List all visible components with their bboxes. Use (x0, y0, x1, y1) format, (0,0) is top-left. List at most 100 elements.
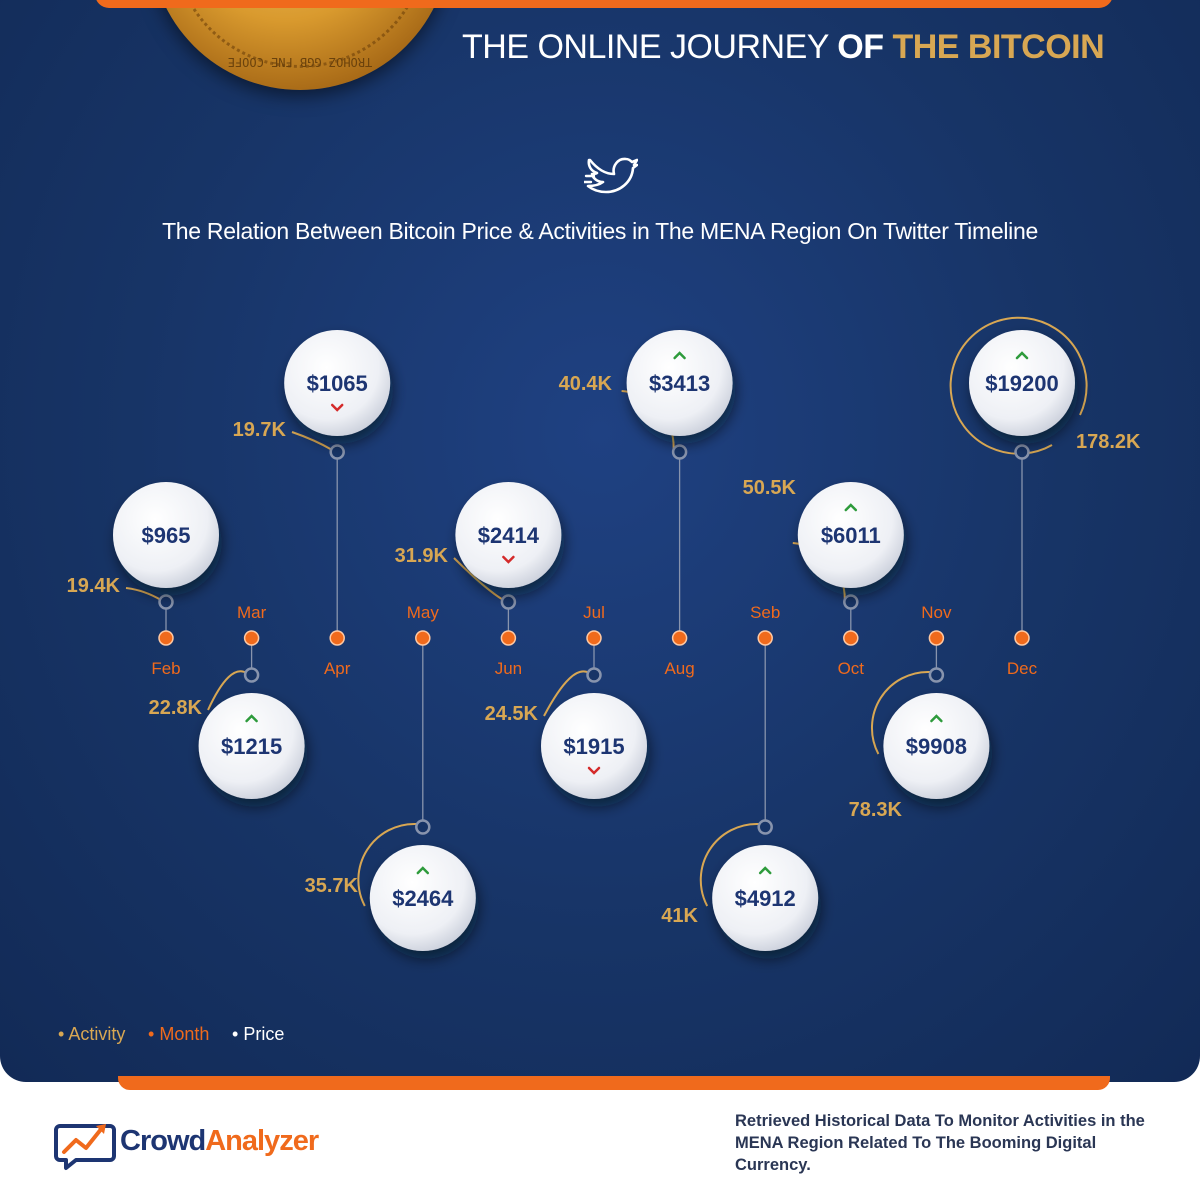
price-bubble (541, 693, 647, 799)
month-label: Aug (664, 659, 694, 678)
legend-price-label: Price (243, 1024, 285, 1044)
month-dot (1014, 630, 1030, 646)
activity-label: 31.9K (395, 545, 449, 567)
footer-description: Retrieved Historical Data To Monitor Act… (735, 1112, 1145, 1174)
title-part-2: OF (837, 28, 893, 66)
legend-price: • Price (232, 1024, 284, 1045)
month-label: Jun (495, 659, 522, 678)
legend-activity-dot: • (58, 1024, 65, 1044)
activity-arc (871, 670, 931, 755)
price-connector-dot (843, 594, 859, 610)
price-bubble (883, 693, 990, 799)
price-bubble (369, 845, 476, 951)
month-dot (928, 630, 945, 646)
crowd-analyzer-logo-icon (54, 1124, 116, 1170)
price-label: $2414 (478, 523, 540, 548)
activity-tick (291, 431, 333, 451)
price-connector-dot (671, 444, 688, 460)
activity-tick (125, 587, 162, 601)
month-dot (671, 630, 688, 646)
price-bubble (113, 482, 219, 588)
legend-activity-label: Activity (68, 1024, 126, 1044)
month-label: Nov (921, 603, 952, 622)
price-connector-dot (1014, 444, 1030, 460)
activity-label: 78.3K (849, 799, 903, 821)
chart-subtitle: The Relation Between Bitcoin Price & Act… (162, 218, 1038, 244)
price-label: $1065 (307, 371, 368, 396)
month-label: Apr (324, 659, 351, 678)
legend-month-dot: • (148, 1024, 155, 1044)
activity-arc (357, 822, 417, 907)
activity-label: 19.4K (67, 575, 121, 597)
logo-text-part-2: Analyzer (205, 1125, 319, 1157)
trend-down-icon (587, 766, 601, 775)
activity-label: 35.7K (305, 875, 359, 897)
price-connector-dot (415, 819, 431, 835)
trend-up-icon (245, 714, 258, 723)
month-label: Feb (151, 659, 180, 678)
activity-label: 50.5K (743, 477, 797, 499)
activity-label: 178.2K (1076, 431, 1141, 453)
month-dot (757, 630, 773, 646)
activity-label: 40.4K (559, 373, 613, 395)
trend-down-icon (502, 555, 515, 564)
activity-tick (453, 557, 504, 601)
legend-activity: • Activity (58, 1024, 125, 1045)
price-connector-dot (243, 667, 260, 683)
price-label: $4912 (735, 886, 796, 911)
top-accent-bar (95, 0, 1113, 8)
price-connector-dot (329, 444, 345, 460)
trend-up-icon (844, 503, 858, 512)
activity-ring (949, 316, 1088, 455)
price-bubble (969, 330, 1075, 436)
logo-text-part-1: Crowd (120, 1125, 206, 1157)
price-bubble (712, 845, 819, 951)
crowd-analyzer-logo-text: CrowdAnalyzer (120, 1125, 319, 1158)
title-part-3: THE BITCOIN (892, 28, 1105, 66)
month-label: Jul (583, 603, 605, 622)
activity-tick (207, 670, 248, 711)
price-connector-dot (500, 594, 517, 610)
price-label: $19200 (985, 371, 1058, 396)
month-dot (500, 630, 517, 646)
price-label: $965 (142, 523, 191, 548)
month-label: Dec (1007, 659, 1038, 678)
price-label: $6011 (821, 523, 881, 548)
month-label: May (407, 603, 440, 622)
price-connector-dot (586, 667, 602, 683)
price-label: $9908 (906, 734, 967, 759)
twitter-bird-icon (584, 157, 638, 194)
price-connector-dot (158, 594, 174, 610)
price-bubble (797, 482, 904, 588)
activity-label: 41K (661, 905, 698, 927)
price-bubble (198, 693, 305, 799)
price-connector-dot (757, 819, 773, 835)
month-dot (158, 630, 174, 646)
price-label: $3413 (649, 371, 710, 396)
month-dot (586, 630, 602, 646)
infographic-panel: TROHOZ GGB FNE COOFE THE ONLINE JOURNEY … (0, 0, 1200, 1082)
legend-month: • Month (148, 1024, 209, 1045)
trend-down-icon (330, 403, 344, 412)
bottom-accent-bar (118, 1076, 1110, 1090)
price-bubble (626, 330, 733, 436)
price-label: $2464 (392, 886, 454, 911)
activity-tick (543, 670, 590, 717)
trend-up-icon (1015, 351, 1029, 360)
month-label: Mar (237, 603, 267, 622)
activity-label: 24.5K (485, 703, 539, 725)
activity-label: 22.8K (149, 697, 203, 719)
trend-up-icon (673, 351, 686, 360)
legend-month-label: Month (159, 1024, 210, 1044)
trend-up-icon (416, 866, 430, 875)
timeline-chart: Feb $965 19.4K Mar $1215 22.8K Apr $1065 19.7K Ma… (0, 316, 1200, 951)
page-title: THE ONLINE JOURNEY OF THE BITCOIN (462, 28, 1105, 67)
price-label: $1915 (563, 734, 624, 759)
activity-arc (699, 822, 760, 907)
month-dot (415, 630, 431, 646)
month-dot (243, 630, 260, 646)
title-part-1: THE ONLINE JOURNEY (462, 28, 838, 66)
price-connector-dot (928, 667, 945, 683)
legend-price-dot: • (232, 1024, 239, 1044)
trend-up-icon (758, 866, 772, 875)
